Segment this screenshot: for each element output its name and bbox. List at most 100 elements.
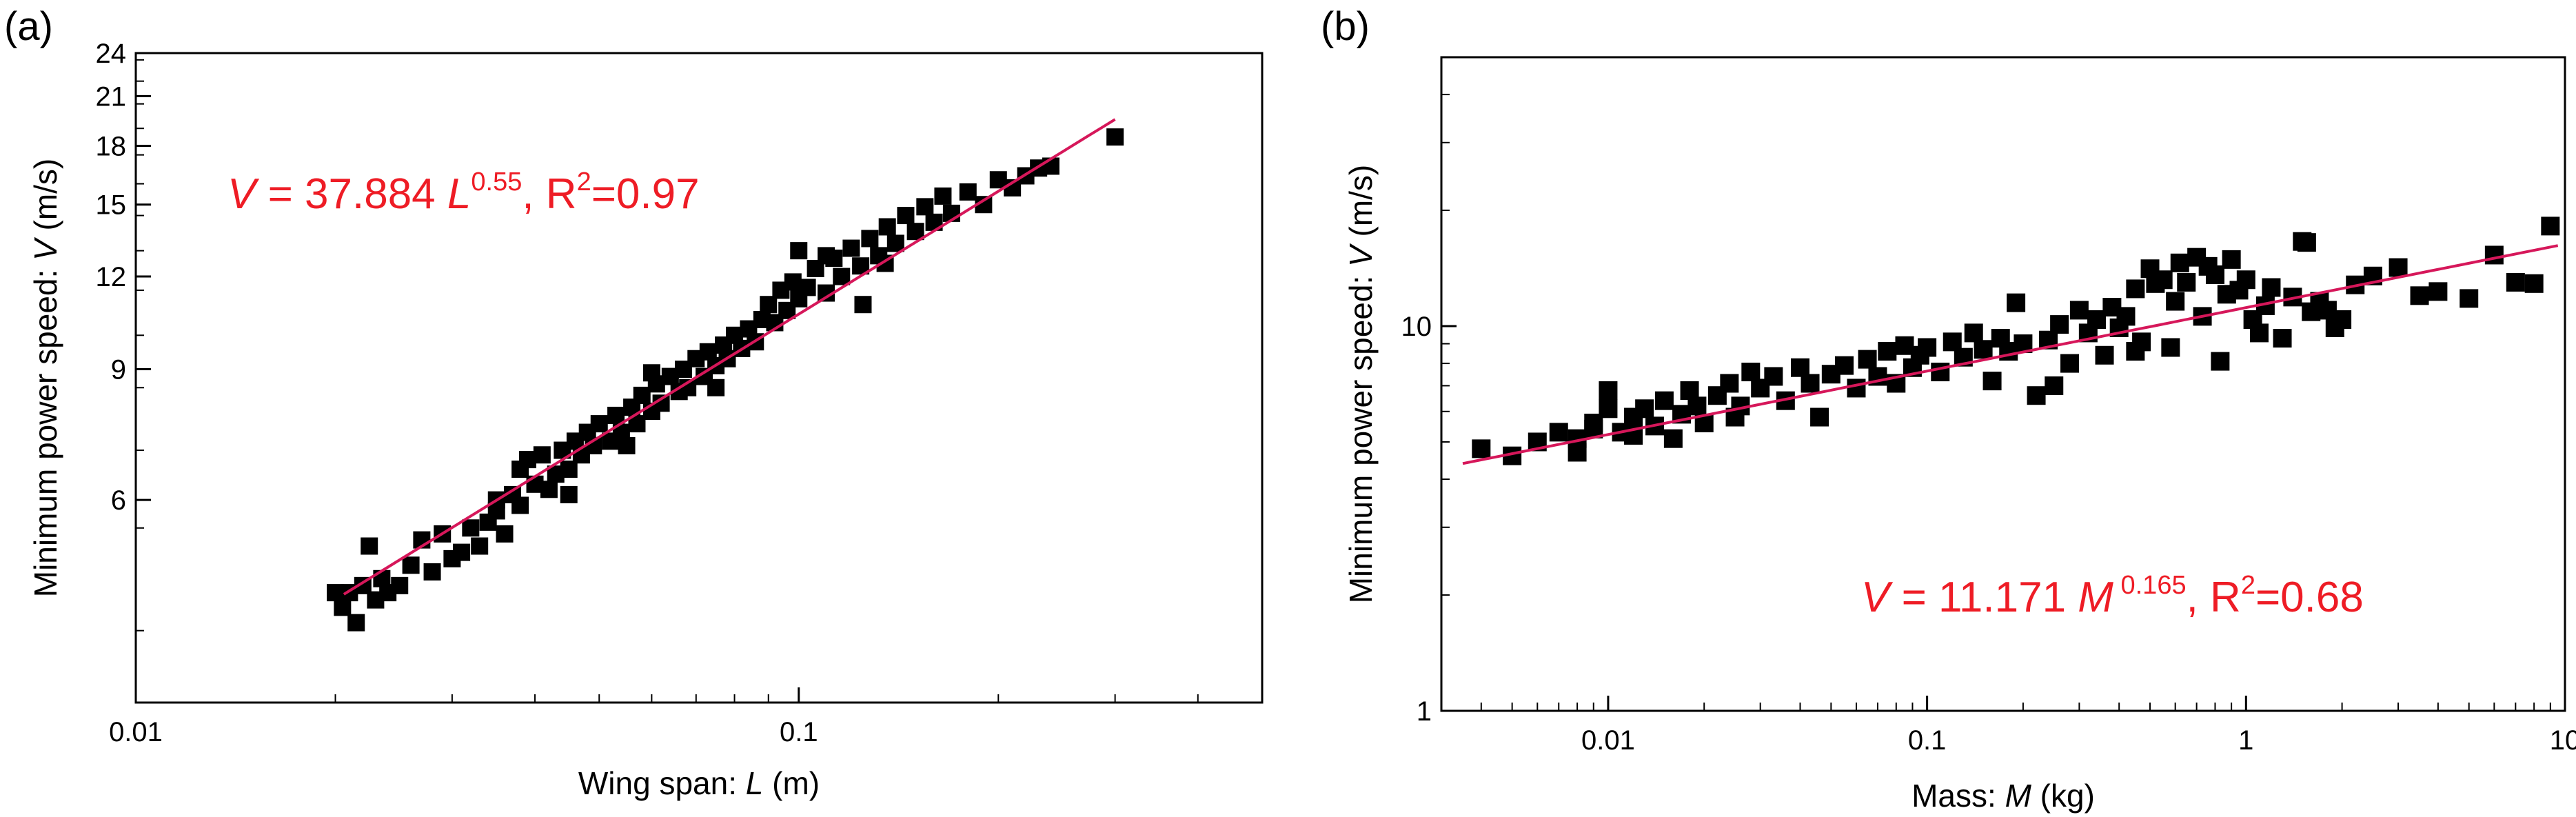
b-data-point: [2116, 307, 2136, 326]
panel-b-x-axis-title: Mass: M (kg): [1911, 778, 2095, 814]
panel-b-plot-frame: [1440, 56, 2566, 712]
b-data-point: [2410, 286, 2429, 305]
panel-a-equation: V = 37.884 L0.55, R2=0.97: [227, 168, 700, 218]
a-y-tick-label: 21: [96, 81, 127, 112]
a-data-point: [833, 268, 851, 285]
b-data-point: [2273, 329, 2292, 348]
b-data-point: [2161, 338, 2180, 357]
b-data-point: [1599, 399, 1618, 418]
b-data-point: [2069, 301, 2089, 320]
b-data-point: [2506, 272, 2525, 292]
a-data-point: [897, 207, 915, 225]
a-data-point: [861, 230, 879, 248]
b-data-point: [2177, 272, 2196, 292]
b-data-point: [2126, 342, 2145, 361]
a-data-point: [642, 364, 660, 382]
b-data-point: [1568, 443, 1587, 462]
b-x-tick-label: 0.01: [1581, 725, 1635, 756]
a-data-point: [916, 198, 934, 216]
a-data-point: [423, 563, 441, 581]
a-data-point: [618, 436, 636, 454]
a-y-tick-label: 12: [96, 262, 127, 292]
a-data-point: [886, 234, 904, 252]
panel-b: (b) 0.01 0.1 1 10 1 10 V = 11.171 M 0.165, R2…: [1321, 4, 2576, 814]
a-data-point: [798, 279, 816, 296]
b-data-point: [2060, 354, 2080, 373]
panel-a: (a) 0.01 0.1 6 9 12 15 18 21 24 V = 37.884 L0.55…: [4, 4, 1264, 801]
b-data-point: [2262, 278, 2281, 297]
b-data-point: [2007, 293, 2026, 312]
b-data-point: [1654, 391, 1674, 410]
panel-b-y-axis-title: Minimum power speed: V (m/s): [1343, 165, 1379, 604]
a-data-point: [590, 415, 608, 433]
b-data-point: [2126, 279, 2145, 299]
panel-b-tick-labels: 0.01 0.1 1 10 1 10: [1401, 312, 2576, 756]
b-data-point: [1720, 374, 1739, 393]
a-data-point: [1106, 128, 1124, 146]
a-data-point: [854, 296, 872, 314]
b-data-point: [1964, 323, 1983, 343]
panel-a-fit-line: [343, 118, 1116, 596]
b-data-point: [1549, 423, 1568, 442]
b-data-point: [1878, 342, 1897, 361]
a-y-tick-label: 9: [111, 355, 126, 385]
a-data-point: [361, 537, 378, 555]
b-data-point: [1801, 374, 1820, 393]
b-data-point: [2428, 282, 2448, 301]
a-data-point: [959, 183, 977, 201]
b-data-point: [2095, 345, 2114, 365]
b-data-point: [1663, 429, 1683, 448]
b-y-tick-label: 1: [1417, 696, 1432, 727]
b-data-point: [2205, 265, 2224, 285]
a-data-point: [453, 543, 471, 561]
a-data-point: [934, 187, 952, 205]
a-y-tick-label: 6: [111, 485, 126, 516]
b-data-point: [1599, 381, 1618, 400]
panel-a-x-axis-title: Wing span: L (m): [578, 765, 820, 801]
panel-a-ticks: [134, 52, 1199, 703]
b-data-point: [2045, 376, 2064, 395]
b-data-point: [2211, 352, 2230, 371]
a-data-point: [533, 446, 551, 464]
panel-b-equation: V = 11.171 M 0.165, R2=0.68: [1861, 571, 2364, 621]
b-data-point: [2222, 250, 2241, 269]
a-data-point: [496, 525, 514, 543]
b-data-point: [1635, 399, 1654, 418]
b-data-point: [2249, 323, 2269, 343]
a-data-point: [334, 598, 352, 616]
a-x-tick-label: 0.1: [780, 717, 818, 747]
b-data-point: [1974, 340, 1993, 359]
a-data-point: [818, 247, 835, 265]
b-data-point: [1918, 338, 1937, 357]
b-data-point: [2050, 315, 2069, 334]
b-y-tick-label: 10: [1401, 312, 1432, 342]
b-data-point: [2297, 233, 2316, 252]
b-data-point: [1764, 367, 1783, 386]
b-data-point: [2170, 253, 2189, 272]
b-data-point: [1790, 358, 1809, 377]
a-data-point: [540, 481, 558, 498]
panel-b-data-points: [1472, 216, 2560, 465]
a-y-tick-label: 24: [96, 39, 127, 69]
a-data-point: [471, 537, 489, 555]
a-data-point: [633, 386, 651, 404]
a-x-tick-label: 0.01: [109, 717, 163, 747]
a-data-point: [790, 242, 808, 260]
b-data-point: [1810, 407, 1829, 427]
b-x-tick-label: 10: [2550, 725, 2576, 756]
a-data-point: [462, 519, 480, 537]
b-x-tick-label: 1: [2238, 725, 2253, 756]
a-data-point: [842, 239, 860, 257]
b-data-point: [1741, 363, 1761, 382]
a-y-tick-label: 15: [96, 190, 127, 221]
b-data-point: [1472, 439, 1491, 458]
a-data-point: [391, 576, 409, 594]
b-data-point: [2153, 270, 2173, 290]
b-data-point: [2027, 386, 2046, 405]
a-data-point: [518, 451, 536, 469]
b-data-point: [1687, 396, 1707, 416]
a-y-tick-label: 18: [96, 131, 127, 161]
b-data-point: [1982, 372, 2002, 391]
b-data-point: [2484, 245, 2504, 265]
